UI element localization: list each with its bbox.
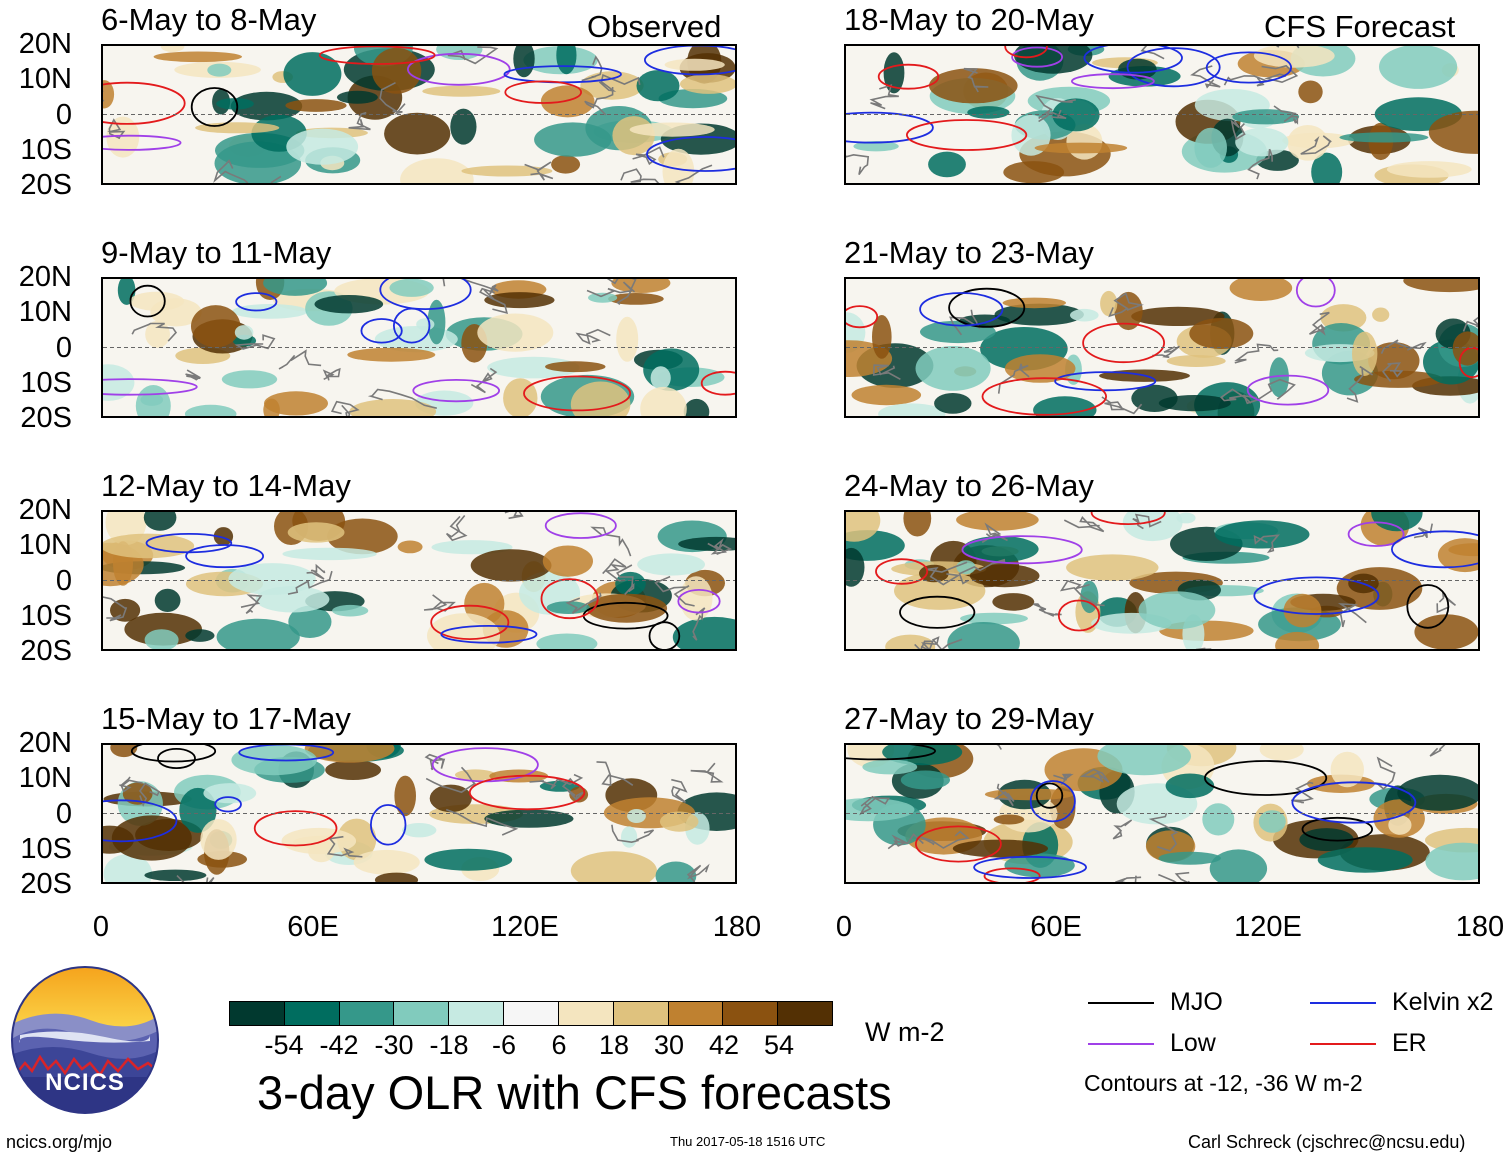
lat-label: 20S — [20, 402, 72, 434]
lat-label: 0 — [55, 565, 72, 597]
colorbar-tick: 18 — [598, 1030, 630, 1060]
map-panel-fc-1 — [844, 44, 1480, 185]
lon-label: 60E — [1030, 911, 1082, 943]
lat-label: 10N — [18, 63, 72, 95]
colorbar-tick: 30 — [653, 1030, 685, 1060]
lat-label: 10N — [18, 296, 72, 328]
lat-label: 10S — [20, 367, 72, 399]
colorbar-segment — [667, 1002, 723, 1025]
map-panel-obs-4 — [101, 743, 737, 884]
map-panel-obs-2 — [101, 277, 737, 418]
colorbar-segment — [283, 1002, 339, 1025]
observed-label: Observed — [587, 9, 722, 44]
colorbar-segment — [393, 1002, 449, 1025]
panel-title-fc-1: 18-May to 20-May — [844, 2, 1094, 37]
map-panel-fc-2 — [844, 277, 1480, 418]
footer-timestamp: Thu 2017-05-18 1516 UTC — [670, 1134, 826, 1149]
lon-label: 120E — [491, 911, 559, 943]
map-panel-obs-1 — [101, 44, 737, 185]
lon-label: 180 — [712, 911, 762, 943]
panel-title-obs-1: 6-May to 8-May — [101, 2, 317, 37]
lon-label: 0 — [92, 911, 110, 943]
panel-title-fc-3: 24-May to 26-May — [844, 468, 1094, 503]
panel-title-obs-4: 15-May to 17-May — [101, 701, 351, 736]
panel-title-obs-2: 9-May to 11-May — [101, 235, 332, 270]
panel-title-obs-3: 12-May to 14-May — [101, 468, 351, 503]
lat-label: 20N — [18, 727, 72, 759]
lon-label: 60E — [287, 911, 339, 943]
colorbar-segment — [557, 1002, 613, 1025]
lat-label: 10N — [18, 529, 72, 561]
units-label: W m-2 — [865, 1017, 945, 1047]
lat-label: 20N — [18, 494, 72, 526]
colorbar-segment — [777, 1002, 832, 1025]
lon-label: 120E — [1234, 911, 1302, 943]
legend-label-mjo: MJO — [1170, 988, 1223, 1016]
panel-title-fc-2: 21-May to 23-May — [844, 235, 1094, 270]
lat-label: 0 — [55, 99, 72, 131]
contours-note: Contours at -12, -36 W m-2 — [1084, 1070, 1363, 1096]
ncics-logo: NCICS — [10, 965, 160, 1115]
map-panel-obs-3 — [101, 510, 737, 651]
lat-label: 20N — [18, 261, 72, 293]
legend-line-mjo — [1088, 1002, 1154, 1004]
map-panel-fc-4 — [844, 743, 1480, 884]
footer-url: ncics.org/mjo — [6, 1132, 113, 1152]
map-panel-fc-3 — [844, 510, 1480, 651]
main-title: 3-day OLR with CFS forecasts — [257, 1066, 892, 1119]
colorbar-segment — [448, 1002, 504, 1025]
legend-label-er: ER — [1392, 1029, 1427, 1057]
colorbar-segment — [503, 1002, 558, 1025]
logo-text: NCICS — [45, 1069, 125, 1096]
lat-label: 20S — [20, 169, 72, 201]
legend-line-low — [1088, 1043, 1154, 1045]
colorbar-segment — [722, 1002, 778, 1025]
legend-label-low: Low — [1170, 1029, 1216, 1057]
footer-credit: Carl Schreck (cjschrec@ncsu.edu) — [1188, 1132, 1466, 1152]
colorbar-tick: 6 — [551, 1030, 567, 1060]
colorbar-tick: 54 — [763, 1030, 795, 1060]
panel-title-fc-4: 27-May to 29-May — [844, 701, 1094, 736]
colorbar-tick: -42 — [319, 1030, 359, 1060]
lat-label: 0 — [55, 798, 72, 830]
lon-label: 180 — [1455, 911, 1505, 943]
lat-label: 10S — [20, 600, 72, 632]
colorbar-tick: -18 — [429, 1030, 469, 1060]
lat-label: 0 — [55, 332, 72, 364]
lat-label: 20S — [20, 635, 72, 667]
colorbar-tick: -54 — [264, 1030, 304, 1060]
lat-label: 10N — [18, 762, 72, 794]
lon-label: 0 — [835, 911, 853, 943]
lat-label: 20N — [18, 28, 72, 60]
lat-label: 20S — [20, 868, 72, 900]
legend-label-kelvin: Kelvin x2 — [1392, 988, 1494, 1016]
colorbar-tick: 42 — [708, 1030, 740, 1060]
legend-line-er — [1310, 1043, 1376, 1045]
colorbar — [229, 1001, 833, 1026]
lat-label: 10S — [20, 833, 72, 865]
lat-label: 10S — [20, 134, 72, 166]
forecast-label: CFS Forecast — [1264, 9, 1456, 44]
colorbar-tick: -30 — [374, 1030, 414, 1060]
colorbar-segment — [230, 1002, 284, 1025]
legend-line-kelvin — [1310, 1002, 1376, 1004]
colorbar-segment — [612, 1002, 668, 1025]
colorbar-segment — [338, 1002, 394, 1025]
colorbar-tick: -6 — [491, 1030, 517, 1060]
